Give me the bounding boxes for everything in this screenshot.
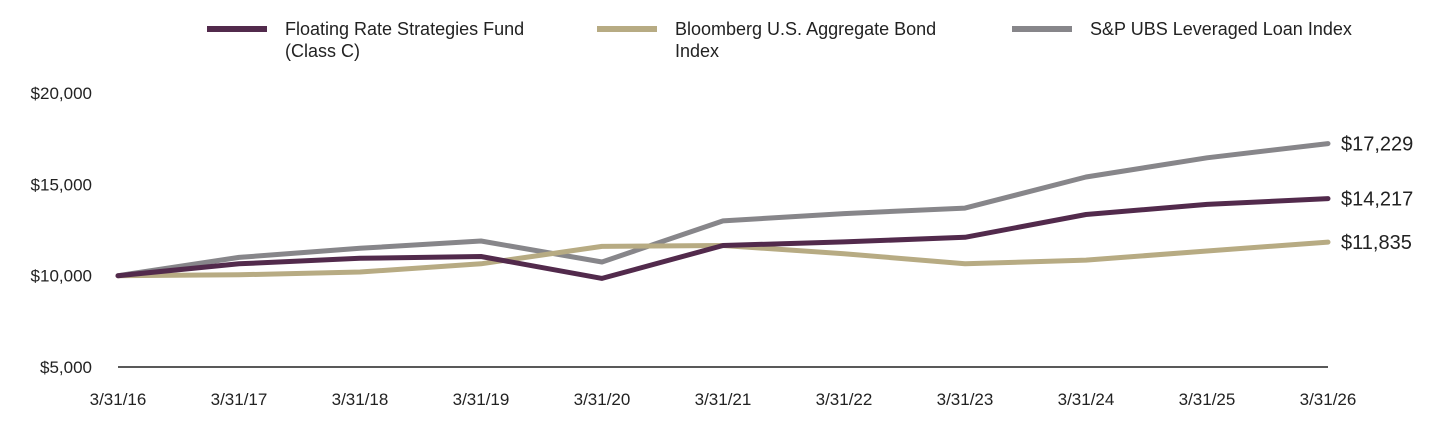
x-tick-label: 3/31/19: [453, 390, 510, 409]
legend-label: S&P UBS Leveraged Loan Index: [1090, 19, 1352, 39]
x-tick-label: 3/31/23: [937, 390, 994, 409]
x-tick-label: 3/31/20: [574, 390, 631, 409]
y-tick-label: $20,000: [31, 84, 92, 103]
end-value-label: $14,217: [1341, 189, 1413, 211]
y-axis: $5,000 $10,000 $15,000 $20,000: [31, 84, 92, 377]
x-tick-label: 3/31/17: [211, 390, 268, 409]
end-labels: $14,217 $11,835 $17,229: [1341, 134, 1413, 255]
series-line: [115, 141, 1331, 279]
legend-item: S&P UBS Leveraged Loan Index: [1012, 19, 1352, 39]
legend: Floating Rate Strategies Fund (Class C) Bl…: [207, 19, 1352, 61]
x-tick-label: 3/31/16: [90, 390, 147, 409]
end-value-label: $11,835: [1341, 232, 1412, 254]
x-tick-label: 3/31/26: [1300, 390, 1357, 409]
series-layer: [115, 141, 1331, 281]
legend-label: Bloomberg U.S. Aggregate Bond Index: [675, 19, 936, 61]
x-tick-label: 3/31/21: [695, 390, 752, 409]
y-tick-label: $15,000: [31, 175, 92, 194]
x-tick-label: 3/31/18: [332, 390, 389, 409]
legend-label: Floating Rate Strategies Fund (Class C): [285, 19, 524, 61]
x-tick-label: 3/31/25: [1179, 390, 1236, 409]
series-line: [115, 196, 1331, 281]
y-tick-label: $10,000: [31, 267, 92, 286]
x-tick-label: 3/31/24: [1058, 390, 1115, 409]
y-tick-label: $5,000: [40, 358, 92, 377]
legend-item: Bloomberg U.S. Aggregate Bond Index: [597, 19, 936, 61]
end-value-label: $17,229: [1341, 134, 1413, 156]
x-axis: 3/31/16 3/31/17 3/31/18 3/31/19 3/31/20 3/31/…: [90, 390, 1357, 409]
x-tick-label: 3/31/22: [816, 390, 873, 409]
legend-item: Floating Rate Strategies Fund (Class C): [207, 19, 524, 61]
